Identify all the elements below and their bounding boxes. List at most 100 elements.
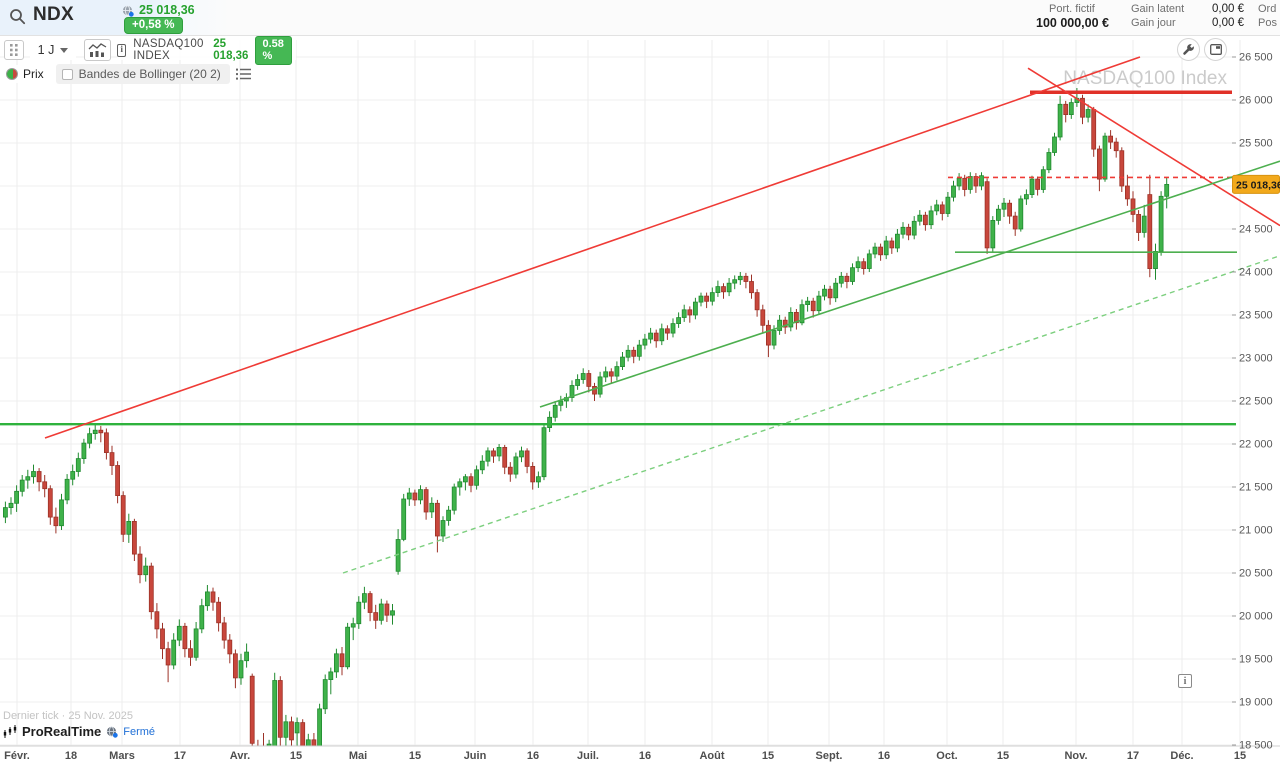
x-tick-label: 18 xyxy=(65,750,77,762)
info-icon[interactable]: i xyxy=(117,43,127,57)
x-tick-label: 15 xyxy=(762,750,774,762)
candle-body xyxy=(670,323,676,334)
candle-body xyxy=(356,601,362,625)
candle-body xyxy=(878,246,883,256)
uptrend-red[interactable] xyxy=(44,56,1141,439)
y-tick-label: 20 500 xyxy=(1239,568,1273,580)
candle-body xyxy=(1052,136,1057,153)
candle-body xyxy=(721,286,726,293)
y-axis[interactable]: 26 500 26 000 25 500 24 500 24 000 23 500 23 0… xyxy=(1232,52,1273,752)
candle-body xyxy=(737,275,743,281)
wrench-icon xyxy=(1183,44,1194,55)
candle-body xyxy=(631,349,637,357)
x-tick-label: Mai xyxy=(349,750,367,762)
bollinger-checkbox[interactable] xyxy=(61,68,73,80)
positions-column-label[interactable]: Pos xyxy=(1258,17,1277,29)
candle-body xyxy=(928,210,934,226)
candle-body xyxy=(390,610,395,616)
price-series-chip[interactable]: Prix xyxy=(4,65,50,83)
candle-body xyxy=(614,366,620,377)
candle-body xyxy=(1001,202,1007,210)
chart-type-button[interactable] xyxy=(84,39,111,61)
x-axis[interactable]: Févr. 18 Mars 17 Avr. 15 Mai 15 Juin 16 Juil. 16 Aoû… xyxy=(0,745,1280,766)
candle-body xyxy=(227,639,233,655)
brand-row: ProRealTime Fermé xyxy=(3,724,155,739)
drag-handle-icon[interactable] xyxy=(4,40,24,60)
window-layout-button[interactable] xyxy=(1204,38,1227,61)
candle-body xyxy=(519,450,524,458)
candle-body xyxy=(462,476,468,483)
candle-body xyxy=(827,288,833,299)
candle-body xyxy=(277,680,283,738)
settings-wrench-button[interactable] xyxy=(1177,38,1200,61)
candle-body xyxy=(3,507,8,518)
candle-body xyxy=(182,625,188,650)
y-tick-label: 24 500 xyxy=(1239,224,1273,236)
chart-info-button[interactable]: i xyxy=(1178,674,1192,688)
search-icon[interactable] xyxy=(9,8,26,30)
candle-body xyxy=(866,253,872,269)
candle-body xyxy=(176,625,182,641)
candle-body xyxy=(788,311,794,328)
timeframe-dropdown[interactable]: 1 J xyxy=(30,40,76,60)
candle-body xyxy=(406,492,412,500)
candle-body xyxy=(165,648,171,666)
candle-body xyxy=(1113,141,1119,152)
downtrend-red[interactable] xyxy=(1027,67,1280,227)
candle-body xyxy=(945,196,951,214)
bollinger-chip[interactable]: Bandes de Bollinger (20 2) xyxy=(55,64,230,84)
y-tick-label: 25 500 xyxy=(1239,138,1273,150)
candle-body xyxy=(1024,194,1029,200)
market-clock-icon xyxy=(122,4,134,22)
candle-body xyxy=(451,486,457,511)
uptrend-green[interactable] xyxy=(539,160,1280,408)
candle-body xyxy=(1046,152,1052,171)
candle-body xyxy=(109,452,115,466)
y-tick-label: 22 000 xyxy=(1239,439,1273,451)
indicator-list-button[interactable] xyxy=(235,68,251,80)
candle-body xyxy=(917,214,923,222)
x-tick-label: Oct. xyxy=(936,750,957,762)
candle-body xyxy=(659,328,665,342)
candle-body xyxy=(872,246,878,255)
chevron-down-icon xyxy=(60,47,69,53)
candle-body xyxy=(305,739,311,746)
candle-body xyxy=(19,479,25,492)
price-series-color-icon xyxy=(6,68,18,80)
candle-body xyxy=(98,429,104,434)
candle-body xyxy=(104,432,109,453)
y-tick-label: 26 500 xyxy=(1239,52,1273,64)
symbol-title[interactable]: NDX xyxy=(33,4,75,25)
x-tick-label: Juil. xyxy=(577,750,599,762)
candle-body xyxy=(126,521,132,535)
candle-body xyxy=(1102,135,1108,180)
x-tick-label: 17 xyxy=(174,750,186,762)
candle-body xyxy=(597,376,603,395)
prorealtime-logo-icon xyxy=(3,725,17,738)
instrument-info[interactable]: i NASDAQ100 INDEX 25 018,36 0.58 % xyxy=(117,35,297,65)
candle-body xyxy=(378,603,384,621)
candle-body xyxy=(524,450,530,467)
candle-body xyxy=(603,371,609,378)
candle-body xyxy=(361,593,367,603)
candle-body xyxy=(1068,102,1074,115)
brand-name[interactable]: ProRealTime xyxy=(22,724,102,739)
candle-body xyxy=(70,471,76,480)
candle-body xyxy=(468,476,474,486)
candle-body xyxy=(934,204,940,212)
candle-body xyxy=(81,442,87,460)
candle-body xyxy=(939,204,945,214)
candle-body xyxy=(1147,194,1153,270)
candle-body xyxy=(513,456,519,475)
uptrend-green-dashed[interactable] xyxy=(342,255,1280,574)
candle-body xyxy=(507,466,513,475)
candle-body xyxy=(440,520,446,537)
candle-body xyxy=(575,379,580,386)
candle-body xyxy=(14,490,20,504)
levels-layer xyxy=(0,56,1280,574)
candle-body xyxy=(1029,178,1035,196)
orders-column-label[interactable]: Ord xyxy=(1258,3,1277,15)
candle-body xyxy=(794,311,799,324)
candle-body xyxy=(1130,198,1136,215)
